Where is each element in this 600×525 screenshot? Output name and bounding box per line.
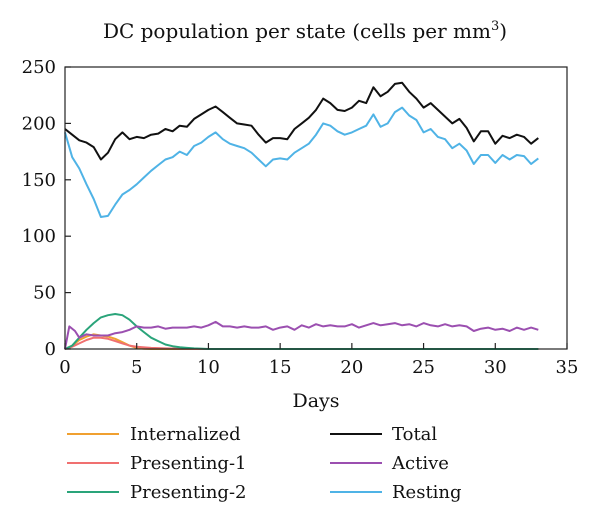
- y-tick-label: 50: [33, 283, 56, 304]
- legend-label-active: Active: [391, 453, 449, 474]
- legend-label-internalized: Internalized: [130, 424, 241, 445]
- chart-title: DC population per state (cells per mm3): [103, 19, 507, 43]
- chart-title-superscript: 3: [491, 19, 499, 34]
- x-tick-label: 5: [131, 357, 142, 378]
- series-line-total: [64, 81, 539, 161]
- plot-frame: [64, 66, 568, 350]
- x-tick-label: 25: [412, 357, 435, 378]
- x-tick-label: 10: [197, 357, 220, 378]
- series-line-presenting-1: [64, 336, 539, 350]
- x-axis: 0 5 10 15 20 25 30 35: [59, 343, 578, 378]
- x-tick-label: 30: [484, 357, 507, 378]
- chart-title-close: ): [499, 19, 507, 43]
- plot-area: [64, 81, 539, 350]
- legend-label-total: Total: [392, 424, 437, 445]
- series-line-active: [64, 320, 539, 350]
- legend: Internalized Presenting-1 Presenting-2 Tota…: [67, 424, 462, 503]
- y-tick-label: 0: [45, 339, 56, 360]
- x-axis-label: Days: [292, 390, 339, 412]
- x-tick-label: 0: [59, 357, 70, 378]
- chart-title-text: DC population per state (cells per mm: [103, 19, 491, 43]
- x-tick-label: 15: [269, 357, 292, 378]
- y-axis: 0 50 100 150 200 250: [22, 57, 71, 360]
- series-line-presenting-2: [64, 313, 539, 350]
- x-tick-label: 20: [340, 357, 363, 378]
- series-line-resting: [64, 106, 539, 218]
- y-tick-label: 200: [22, 113, 56, 134]
- y-tick-label: 100: [22, 226, 56, 247]
- legend-label-resting: Resting: [392, 482, 462, 503]
- x-tick-label: 35: [556, 357, 579, 378]
- legend-label-presenting-1: Presenting-1: [130, 453, 247, 474]
- legend-label-presenting-2: Presenting-2: [130, 482, 247, 503]
- y-tick-label: 150: [22, 170, 56, 191]
- y-tick-label: 250: [22, 57, 56, 78]
